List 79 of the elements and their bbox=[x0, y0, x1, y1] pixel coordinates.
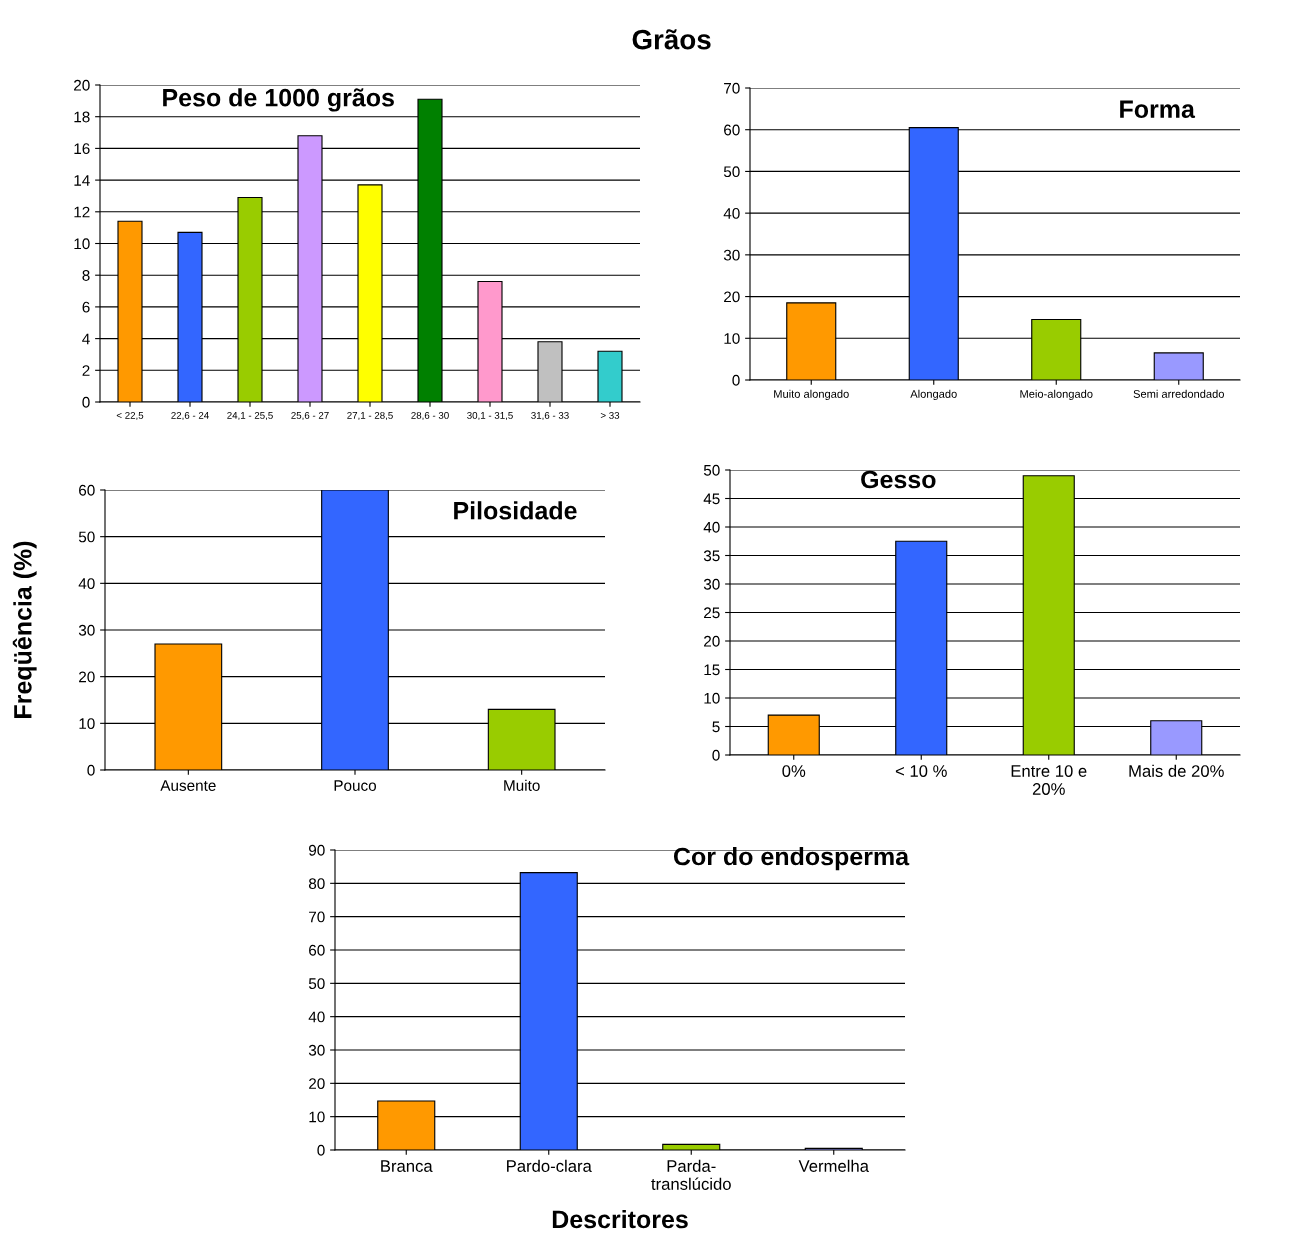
x-tick-label: 28,6 - 30 bbox=[411, 411, 449, 421]
x-tick-label: Alongado bbox=[910, 389, 957, 401]
chart-title: Forma bbox=[1120, 100, 1196, 119]
y-tick-label: 50 bbox=[703, 464, 720, 476]
y-tick-label: 40 bbox=[308, 1011, 325, 1023]
x-tick-label: > 33 bbox=[600, 411, 620, 419]
y-tick-label: 0 bbox=[82, 396, 90, 408]
y-tick-label: 70 bbox=[309, 911, 325, 923]
y-tick-label: 4 bbox=[82, 333, 90, 345]
y-tick-label: 8 bbox=[82, 270, 90, 281]
y-tick-label: 80 bbox=[308, 878, 325, 890]
x-axis-title: Descritores bbox=[552, 1209, 688, 1229]
y-tick-label: 15 bbox=[704, 664, 720, 676]
x-tick-label: 22,6 - 24 bbox=[171, 411, 209, 421]
y-tick-label: 12 bbox=[74, 206, 90, 218]
y-tick-label: 14 bbox=[74, 175, 90, 186]
y-tick-label: 10 bbox=[704, 692, 720, 704]
y-tick-label: 60 bbox=[79, 484, 95, 496]
x-tick-label: Pouco bbox=[334, 780, 377, 791]
y-tick-label: 40 bbox=[78, 578, 95, 590]
x-tick-label: Vermelha bbox=[798, 1159, 869, 1172]
x-tick-label: Muito alongado bbox=[774, 389, 849, 401]
y-tick-label: 20 bbox=[704, 635, 720, 647]
x-tick-label: < 22,5 bbox=[116, 411, 144, 421]
x-tick-label: Parda- translúcido bbox=[651, 1159, 731, 1190]
x-tick-label: Mais de 20% bbox=[1129, 764, 1224, 777]
x-tick-label: Entre 10 e 20% bbox=[1011, 765, 1087, 795]
y-tick-label: 2 bbox=[82, 365, 90, 376]
x-tick-label: Pardo-clara bbox=[507, 1159, 592, 1172]
y-tick-label: 50 bbox=[308, 978, 325, 990]
y-tick-label: 45 bbox=[703, 493, 720, 505]
y-tick-label: 50 bbox=[723, 166, 740, 178]
y-tick-label: 25 bbox=[704, 607, 720, 619]
y-tick-label: 60 bbox=[724, 124, 740, 136]
y-tick-label: 30 bbox=[308, 1044, 325, 1056]
y-tick-label: 0 bbox=[732, 374, 740, 386]
x-tick-label: Branca bbox=[381, 1160, 433, 1172]
x-tick-label: 30,1 - 31,5 bbox=[467, 411, 513, 421]
y-axis-title: Freqüência (%) bbox=[12, 541, 37, 718]
y-tick-label: 35 bbox=[703, 550, 720, 562]
y-tick-label: 0 bbox=[712, 749, 720, 761]
y-tick-label: 18 bbox=[74, 111, 90, 123]
x-tick-label: 31,6 - 33 bbox=[531, 411, 569, 421]
y-tick-label: 0 bbox=[87, 764, 95, 776]
y-tick-label: 5 bbox=[712, 721, 720, 733]
y-tick-label: 16 bbox=[74, 143, 90, 155]
x-tick-label: < 10 % bbox=[895, 765, 947, 777]
x-tick-label: 27,1 - 28,5 bbox=[347, 411, 393, 421]
y-tick-label: 0 bbox=[317, 1144, 325, 1156]
y-tick-label: 90 bbox=[309, 844, 325, 856]
x-tick-label: Semi arredondado bbox=[1133, 389, 1224, 398]
x-tick-label: Meio-alongado bbox=[1020, 389, 1093, 401]
y-tick-label: 10 bbox=[309, 1111, 325, 1123]
y-tick-label: 40 bbox=[703, 521, 720, 533]
y-tick-label: 10 bbox=[74, 238, 90, 250]
x-tick-label: 24,1 - 25,5 bbox=[227, 411, 273, 421]
y-tick-label: 40 bbox=[723, 208, 740, 219]
y-tick-label: 30 bbox=[703, 578, 720, 590]
chart-title: Cor do endosperma bbox=[673, 847, 910, 871]
x-tick-label: Muito bbox=[504, 779, 540, 791]
y-tick-label: 20 bbox=[724, 291, 740, 303]
y-tick-label: 30 bbox=[723, 249, 740, 261]
y-tick-label: 20 bbox=[74, 79, 90, 91]
y-tick-label: 20 bbox=[309, 1078, 325, 1090]
y-tick-label: 20 bbox=[79, 671, 95, 683]
x-tick-label: 25,6 - 27 bbox=[291, 411, 329, 421]
y-tick-label: 70 bbox=[724, 82, 740, 94]
chart-title: Pilosidade bbox=[454, 501, 577, 520]
chart-title: Gesso bbox=[861, 470, 936, 489]
chart-title: Peso de 1000 grãos bbox=[163, 88, 394, 112]
y-tick-label: 6 bbox=[82, 301, 90, 313]
y-tick-label: 50 bbox=[78, 531, 95, 543]
text: Grãos bbox=[632, 29, 711, 50]
x-tick-label: 0% bbox=[782, 765, 806, 777]
y-tick-label: 10 bbox=[724, 333, 740, 344]
y-tick-label: 60 bbox=[309, 944, 325, 956]
y-tick-label: 10 bbox=[79, 718, 95, 730]
y-tick-label: 30 bbox=[78, 624, 95, 636]
x-tick-label: Ausente bbox=[160, 780, 216, 791]
